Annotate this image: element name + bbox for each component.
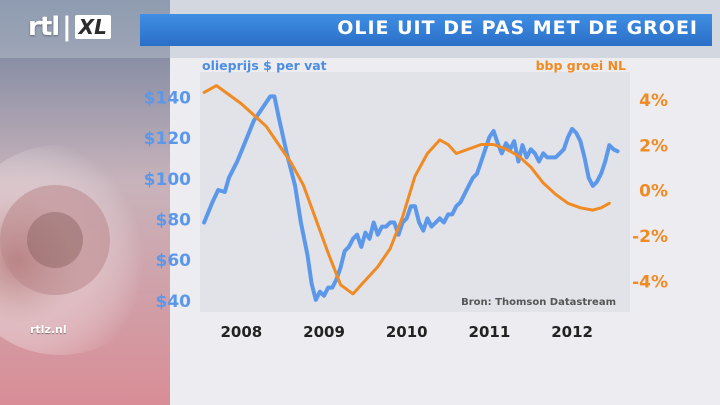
right-tick-label: 0% — [639, 182, 668, 202]
x-tick-label: 2010 — [386, 323, 428, 341]
source-note: Bron: Thomson Datastream — [461, 297, 616, 308]
right-axis-label: bbp groei NL — [536, 58, 626, 73]
left-tick-label: $100 — [144, 170, 191, 190]
x-tick-label: 2009 — [303, 323, 345, 341]
left-tick-label: $120 — [144, 129, 191, 149]
right-tick-label: -4% — [632, 272, 668, 292]
x-tick-label: 2011 — [469, 323, 511, 341]
left-tick-label: $60 — [156, 251, 192, 271]
right-tick-label: -2% — [632, 227, 668, 247]
x-tick-label: 2012 — [551, 323, 593, 341]
right-tick-label: 2% — [639, 136, 668, 156]
watermark-rtlz: rtlz.nl — [30, 323, 67, 336]
left-tick-label: $80 — [156, 210, 192, 230]
series-line-gdp-growth — [202, 84, 611, 296]
page-title: OLIE UIT DE PAS MET DE GROEI — [337, 17, 698, 39]
right-tick-label: 4% — [639, 91, 668, 111]
left-tick-label: $140 — [144, 88, 191, 108]
series-line-oil-price — [202, 94, 620, 302]
left-axis-label: olieprijs $ per vat — [202, 58, 327, 73]
title-bar: OLIE UIT DE PAS MET DE GROEI — [140, 14, 712, 46]
rtl-xl-logo: rtl | XL — [28, 12, 111, 42]
left-tick-label: $40 — [156, 292, 192, 312]
logo-brand: rtl — [28, 12, 60, 42]
x-tick-label: 2008 — [220, 323, 262, 341]
plot-area — [200, 72, 630, 312]
logo-suffix: XL — [74, 15, 111, 39]
